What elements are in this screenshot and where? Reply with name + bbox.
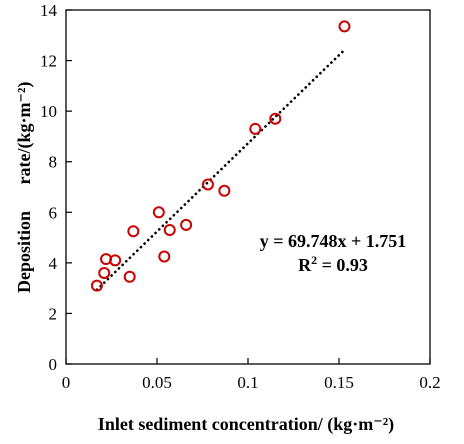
r-squared-value: = 0.93 — [317, 255, 368, 275]
regression-equation: y = 69.748x + 1.751 — [260, 231, 407, 251]
data-point — [180, 218, 193, 231]
y-tick-label: 12 — [40, 52, 57, 71]
trendline — [95, 48, 346, 292]
data-point — [201, 178, 214, 191]
y-tick-label: 14 — [40, 1, 58, 20]
data-point — [218, 184, 231, 197]
points-group — [90, 20, 351, 292]
r-squared-superscript: 2 — [311, 253, 317, 267]
data-point — [98, 266, 111, 279]
data-point — [163, 223, 176, 236]
ticks: 0 0.05 0.1 0.15 0.2 0 2 4 6 8 10 12 14 — [40, 1, 441, 392]
data-point — [109, 254, 122, 267]
x-tick-label: 0.05 — [142, 373, 172, 392]
trendline-group — [95, 48, 346, 292]
y-tick-label: 2 — [49, 304, 58, 323]
x-axis-title: Inlet sediment concentration/ (kg·m⁻²) — [98, 414, 394, 435]
data-point — [158, 250, 171, 263]
data-point — [249, 122, 262, 135]
r-squared-label: R2 = 0.93 — [298, 253, 368, 275]
x-tick-label: 0.2 — [419, 373, 440, 392]
x-tick-label: 0.1 — [237, 373, 258, 392]
data-point — [269, 112, 282, 125]
data-point — [152, 206, 165, 219]
data-point — [127, 225, 140, 238]
y-tick-label: 0 — [49, 355, 58, 374]
data-point — [338, 20, 351, 33]
plot-frame — [65, 9, 431, 365]
y-axis-title-line2: rate/(kg·m⁻²) — [14, 82, 35, 185]
y-tick-label: 4 — [49, 254, 58, 273]
y-tick-label: 6 — [49, 203, 58, 222]
data-point — [90, 279, 103, 292]
x-tick-label: 0 — [62, 373, 71, 392]
y-tick-label: 8 — [49, 153, 58, 172]
data-point — [123, 270, 136, 283]
y-axis-title-line1: Deposition — [14, 211, 34, 293]
r-squared-prefix: R — [298, 255, 312, 275]
x-tick-label: 0.15 — [324, 373, 354, 392]
axes — [65, 9, 431, 365]
y-tick-label: 10 — [40, 102, 57, 121]
